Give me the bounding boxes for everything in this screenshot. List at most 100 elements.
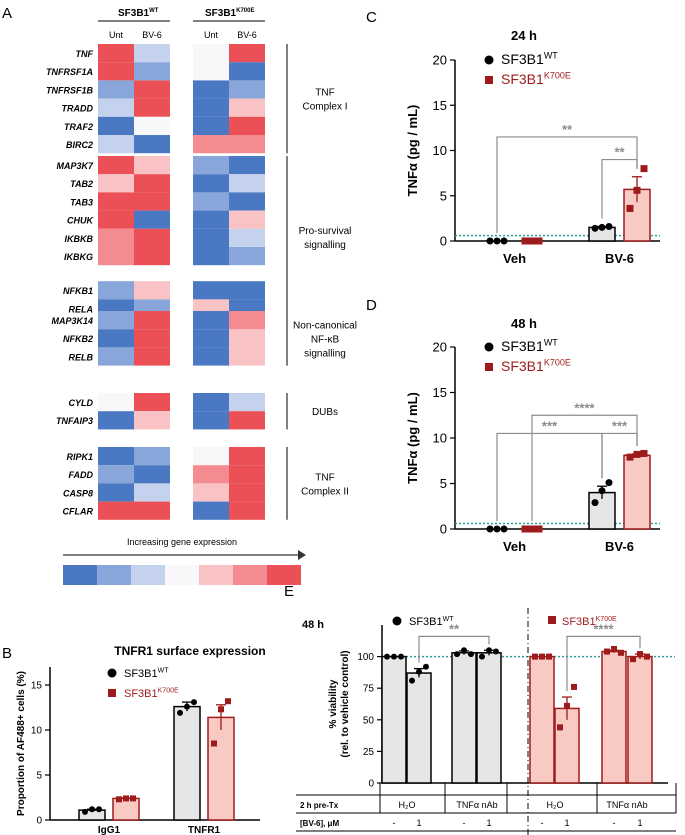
heatmap-cell [134, 483, 170, 502]
data-point [640, 165, 648, 173]
heatmap-cell [193, 247, 229, 266]
heatmap-cell [98, 228, 134, 247]
heatmap-cell [193, 156, 229, 175]
data-point [535, 237, 543, 245]
data-point [211, 740, 217, 747]
heatmap-cell [134, 281, 170, 300]
legend-label: SF3B1K700E [501, 357, 571, 374]
heatmap-cell [193, 62, 229, 81]
gene-label: TNFAIP3 [56, 416, 93, 426]
panel-c-24h-chart: C 24 h 0 5 10 15 20 TNFα (pg / mL) Veh BV-6 ** **… [366, 9, 660, 266]
y-tick-label: 15 [433, 98, 447, 113]
gene-label: TRAF2 [64, 122, 93, 132]
data-point [637, 651, 643, 658]
data-point [598, 487, 606, 495]
heatmap-cell [98, 311, 134, 330]
expression-scale-bar [63, 565, 301, 585]
heatmap-cell [134, 228, 170, 247]
gene-label: NFKB2 [63, 334, 93, 344]
data-point [479, 653, 485, 660]
scale-swatch [199, 565, 233, 585]
heatmap-cell [134, 156, 170, 175]
legend-marker-mut [548, 616, 556, 624]
heatmap-cell [229, 135, 265, 154]
data-point [528, 237, 536, 245]
heatmap-cell [229, 192, 265, 211]
scale-swatch [165, 565, 199, 585]
legend-marker-wt [484, 342, 494, 352]
x-tick-label: BV-6 [605, 251, 634, 266]
heatmap-cell [134, 210, 170, 229]
bv6-dose-label: - [393, 818, 396, 828]
legend-sup: K700E [544, 357, 571, 367]
heatmap-cell [134, 98, 170, 117]
y-axis-label: TNFα (pg / mL) [405, 105, 420, 197]
heatmap-cell [134, 62, 170, 81]
legend-marker-mut [485, 363, 493, 371]
heatmap-cell [229, 156, 265, 175]
heatmap-cell [98, 116, 134, 135]
heatmap-cell [134, 447, 170, 466]
data-point [116, 796, 122, 803]
legend-name: SF3B1 [501, 338, 544, 354]
heatmap-cell [193, 347, 229, 366]
significance-bracket [418, 635, 490, 663]
heatmap-cell [193, 465, 229, 484]
panel-e-viability-chart: E 48 h 0 25 50 75 100 % viability (rel. to veh… [284, 583, 677, 835]
gene-label: CFLAR [63, 507, 94, 517]
heatmap-cell [193, 311, 229, 330]
data-point [82, 808, 88, 815]
panel-d-label: D [366, 297, 377, 314]
gene-label: TRADD [62, 104, 94, 114]
heatmap-cell [193, 329, 229, 348]
data-point [564, 702, 570, 709]
data-point [468, 651, 474, 658]
bar [476, 652, 502, 784]
bar [207, 716, 235, 821]
heatmap-cell [193, 411, 229, 430]
data-point [486, 647, 492, 654]
gene-label: CYLD [69, 398, 94, 408]
legend-sup: K700E [596, 616, 617, 623]
data-point [409, 677, 415, 684]
y-axis-label: (rel. to vehicle control) [340, 650, 351, 757]
significance-label: *** [542, 418, 558, 433]
scale-swatch [267, 565, 301, 585]
heatmap-cell [193, 174, 229, 193]
heatmap-cell [98, 98, 134, 117]
scale-swatch [233, 565, 267, 585]
group-label: TNF [315, 472, 334, 483]
panel-e-label: E [284, 583, 294, 600]
data-point [123, 795, 129, 802]
group-label: Complex II [301, 486, 349, 497]
legend-label: SF3B1WT [501, 50, 558, 67]
data-point [89, 806, 95, 813]
heatmap-cell [229, 311, 265, 330]
legend-marker-wt [392, 616, 402, 626]
heatmap-cell [229, 447, 265, 466]
heatmap-cell [98, 210, 134, 229]
y-axis-label: % viability [328, 679, 339, 728]
heatmap-cell [98, 465, 134, 484]
data-point [391, 653, 397, 660]
legend-marker-wt [484, 55, 494, 65]
heatmap-cell [98, 447, 134, 466]
gene-label: IKBKG [64, 252, 93, 262]
heatmap-cell [229, 98, 265, 117]
y-tick-label: 15 [31, 681, 43, 692]
group-label: DUBs [312, 407, 338, 418]
bar [406, 672, 432, 784]
panel-c-label: C [366, 9, 377, 26]
heatmap-cell [193, 44, 229, 63]
y-tick-label: 50 [363, 715, 375, 726]
y-tick-label: 10 [433, 431, 447, 446]
heatmap-cell [134, 393, 170, 412]
legend-sup: K700E [158, 688, 179, 695]
heatmap-cell [229, 174, 265, 193]
heatmap-cell [229, 501, 265, 520]
pretreatment-label: H₂O [399, 800, 416, 810]
heatmap-cell [229, 393, 265, 412]
x-tick-label: Veh [503, 251, 526, 266]
legend-sup: WT [544, 50, 558, 60]
